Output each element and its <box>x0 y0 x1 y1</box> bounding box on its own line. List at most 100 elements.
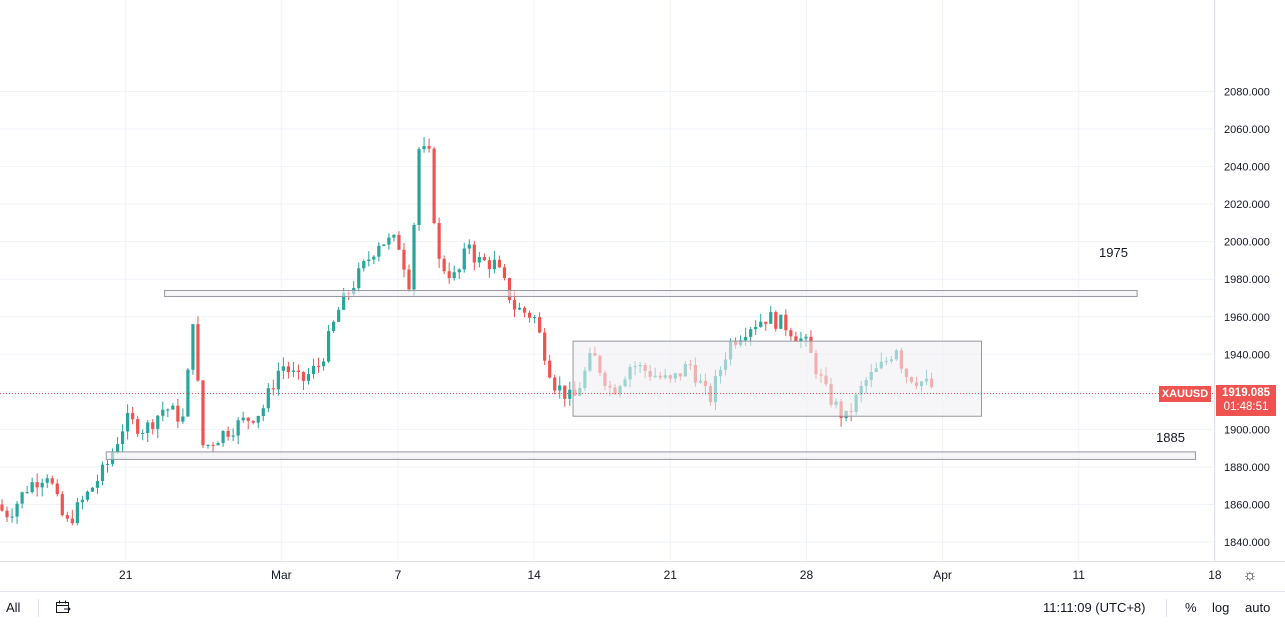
candle-up <box>804 336 808 339</box>
candle-up <box>387 237 391 245</box>
level-band-1885[interactable] <box>105 451 1196 460</box>
candle-up <box>231 435 235 437</box>
clock-readout[interactable]: 11:11:09 (UTC+8) <box>1043 600 1146 615</box>
candle-up <box>141 432 145 434</box>
log-scale-toggle[interactable]: log <box>1212 600 1230 615</box>
calendar-range-icon[interactable] <box>55 600 71 614</box>
range-all-button[interactable]: All <box>6 600 21 615</box>
price-tick-label: 1860.000 <box>1224 499 1270 511</box>
time-tick-label: 21 <box>664 568 678 582</box>
candle-up <box>332 321 336 332</box>
candle-up <box>754 326 758 330</box>
price-axis[interactable]: 1840.0001860.0001880.0001900.0001920.000… <box>1224 87 1270 550</box>
candle-down <box>55 483 59 495</box>
time-tick-label: Mar <box>271 568 292 582</box>
candle-down <box>0 504 4 511</box>
candle-down <box>442 258 446 272</box>
candle-down <box>251 420 255 423</box>
candle-up <box>266 388 270 409</box>
candle-down <box>271 388 275 390</box>
candle-up <box>90 487 95 492</box>
candle-up <box>367 259 371 262</box>
candle-up <box>30 482 34 493</box>
price-tick-label: 2060.000 <box>1224 124 1270 136</box>
candle-up <box>517 307 522 310</box>
candle-down <box>136 419 140 434</box>
grid-lines <box>0 0 1216 561</box>
candle-down <box>397 234 401 250</box>
candle-up <box>779 314 783 329</box>
last-price-tag: 1919.085 01:48:51 <box>1216 384 1276 416</box>
candle-up <box>311 365 316 375</box>
candle-up <box>457 269 461 273</box>
candle-down <box>502 267 507 279</box>
candle-up <box>412 225 416 290</box>
candle-down <box>527 312 532 318</box>
percent-scale-toggle[interactable]: % <box>1185 600 1197 615</box>
symbol-price-label: XAUUSD <box>1159 385 1211 402</box>
candle-up <box>769 312 773 324</box>
gear-icon[interactable]: ☼ <box>1242 567 1258 584</box>
candle-down <box>548 360 552 378</box>
candle-up <box>467 244 471 249</box>
candle-up <box>171 405 175 410</box>
candle-up <box>191 324 195 370</box>
candle-down <box>512 300 517 310</box>
candle-up <box>337 309 341 322</box>
candle-down <box>211 444 215 446</box>
candle-down <box>497 259 502 268</box>
candle-down <box>794 336 798 342</box>
candle-down <box>5 510 9 518</box>
candle-up <box>186 369 190 417</box>
candle-down <box>60 494 64 516</box>
range-rectangle[interactable] <box>572 340 982 417</box>
candle-up <box>321 361 326 367</box>
candle-up <box>126 413 130 432</box>
separator <box>1166 599 1167 617</box>
price-tick-label: 1840.000 <box>1224 537 1270 549</box>
candle-up <box>256 415 260 423</box>
candle-up <box>342 292 346 310</box>
candle-down <box>482 257 486 261</box>
candle-up <box>115 444 120 453</box>
time-axis[interactable]: 1421Mar7142128Apr1118 <box>0 568 1222 582</box>
candle-down <box>226 430 230 437</box>
bottom-toolbar: All 11:11:09 (UTC+8) % log auto <box>0 591 1285 624</box>
candle-up <box>372 256 376 260</box>
price-tick-label: 2040.000 <box>1224 162 1270 174</box>
candle-up <box>417 149 421 226</box>
candle-up <box>166 409 170 411</box>
candle-up <box>156 415 160 429</box>
candle-up <box>80 499 84 503</box>
candle-down <box>543 332 547 361</box>
candle-down <box>301 371 306 381</box>
candle-down <box>296 370 301 372</box>
time-tick-label: 14 <box>527 568 541 582</box>
separator <box>38 599 39 617</box>
level-band-1975[interactable] <box>164 289 1138 297</box>
price-chart[interactable]: 1840.0001860.0001880.0001900.0001920.000… <box>0 0 1285 591</box>
candle-down <box>437 223 441 259</box>
candle-up <box>15 503 19 517</box>
candle-up <box>95 481 100 488</box>
candle-up <box>357 268 361 289</box>
candle-down <box>201 380 205 446</box>
candle-up <box>799 338 803 342</box>
price-tick-label: 2020.000 <box>1224 199 1270 211</box>
candle-up <box>477 257 481 263</box>
candle-down <box>402 249 406 270</box>
level-label-1885: 1885 <box>1156 430 1185 445</box>
candle-down <box>196 324 200 381</box>
candle-down <box>427 146 431 149</box>
candle-up <box>236 420 240 436</box>
candle-up <box>382 244 386 246</box>
candle-down <box>507 278 512 301</box>
drawings-layer[interactable] <box>0 289 1214 460</box>
candle-up <box>326 331 331 362</box>
candle-down <box>50 478 54 484</box>
candle-up <box>105 463 110 465</box>
candle-up <box>362 261 366 269</box>
candle-up <box>20 492 24 504</box>
candle-up <box>261 408 265 416</box>
auto-scale-toggle[interactable]: auto <box>1245 600 1271 615</box>
